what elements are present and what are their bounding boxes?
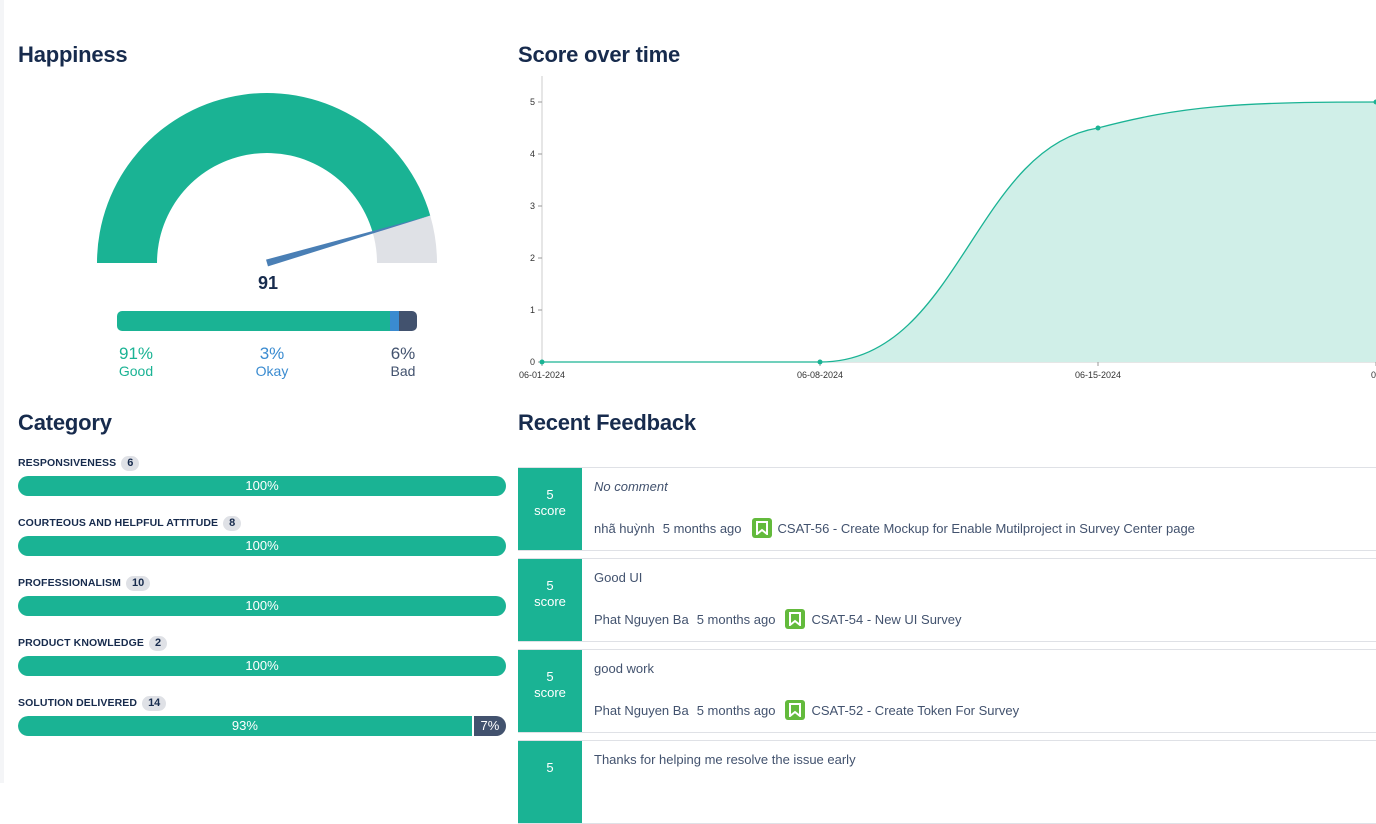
happiness-score: 91 — [228, 273, 308, 294]
y-tick-label: 1 — [530, 305, 535, 315]
y-tick-label: 3 — [530, 201, 535, 211]
x-tick-label: 06 — [1371, 370, 1376, 380]
feedback-issue-link[interactable]: CSAT-54 - New UI Survey — [811, 612, 961, 627]
category-name: SOLUTION DELIVERED — [18, 697, 137, 709]
feedback-score-box: 5 score — [518, 468, 582, 550]
category-solution-delivered: SOLUTION DELIVERED 14 93% 7% — [18, 694, 506, 736]
legend-good: 91% Good — [106, 344, 166, 379]
category-bar: 100% — [18, 476, 506, 496]
bad-segment — [399, 311, 417, 331]
score-area-fill — [542, 102, 1376, 362]
category-bad-segment: 7% — [472, 716, 506, 736]
feedback-score-box: 5 — [518, 741, 582, 823]
y-tick-label: 5 — [530, 97, 535, 107]
category-name: PROFESSIONALISM — [18, 577, 121, 589]
okay-label: Okay — [242, 363, 302, 379]
category-bar: 100% — [18, 536, 506, 556]
category-count-badge: 6 — [121, 456, 139, 471]
y-tick-label: 2 — [530, 253, 535, 263]
feedback-score-unit: score — [518, 685, 582, 701]
feedback-score: 5 — [518, 487, 582, 503]
category-count-badge: 10 — [126, 576, 150, 591]
feedback-item[interactable]: 5 Thanks for helping me resolve the issu… — [518, 740, 1376, 824]
score-point[interactable] — [1096, 126, 1101, 131]
left-border — [0, 0, 4, 783]
story-bookmark-icon — [785, 609, 805, 629]
recent-feedback-title: Recent Feedback — [518, 410, 696, 436]
category-good-segment: 100% — [18, 536, 506, 556]
feedback-user[interactable]: Phat Nguyen Ba — [594, 703, 689, 718]
okay-segment — [390, 311, 399, 331]
category-product-knowledge: PRODUCT KNOWLEDGE 2 100% — [18, 634, 506, 676]
category-name: COURTEOUS AND HELPFUL ATTITUDE — [18, 517, 218, 529]
category-bar: 93% 7% — [18, 716, 506, 736]
category-courteous: COURTEOUS AND HELPFUL ATTITUDE 8 100% — [18, 514, 506, 556]
legend-bad: 6% Bad — [373, 344, 433, 379]
feedback-issue-link[interactable]: CSAT-52 - Create Token For Survey — [811, 703, 1019, 718]
score-point[interactable] — [818, 360, 823, 365]
good-percent: 91% — [106, 344, 166, 363]
feedback-score: 5 — [518, 578, 582, 594]
category-title: Category — [18, 410, 112, 436]
feedback-score-box: 5 score — [518, 650, 582, 732]
feedback-item[interactable]: 5 score good work Phat Nguyen Ba 5 month… — [518, 649, 1376, 733]
x-tick-label: 06-08-2024 — [797, 370, 843, 380]
category-bar: 100% — [18, 596, 506, 616]
legend-okay: 3% Okay — [242, 344, 302, 379]
feedback-item[interactable]: 5 score Good UI Phat Nguyen Ba 5 months … — [518, 558, 1376, 642]
x-tick-label: 06-15-2024 — [1075, 370, 1121, 380]
feedback-score: 5 — [518, 669, 582, 685]
feedback-item[interactable]: 5 score No comment nhã huỳnh 5 months ag… — [518, 467, 1376, 551]
feedback-meta: Phat Nguyen Ba 5 months ago CSAT-54 - Ne… — [594, 609, 962, 629]
category-professionalism: PROFESSIONALISM 10 100% — [18, 574, 506, 616]
feedback-issue-link[interactable]: CSAT-56 - Create Mockup for Enable Mutil… — [778, 521, 1195, 536]
story-bookmark-icon — [785, 700, 805, 720]
category-responsiveness: RESPONSIVENESS 6 100% — [18, 454, 506, 496]
feedback-comment: Thanks for helping me resolve the issue … — [594, 752, 856, 767]
category-good-segment: 100% — [18, 476, 506, 496]
good-label: Good — [106, 363, 166, 379]
score-over-time-chart: 0 1 2 3 4 5 06-01-2024 06-08-2024 06-15-2024 06 — [518, 70, 1376, 385]
good-segment — [117, 311, 390, 331]
feedback-score: 5 — [518, 760, 582, 776]
category-good-segment: 100% — [18, 656, 506, 676]
x-tick-label: 06-01-2024 — [519, 370, 565, 380]
bad-percent: 6% — [373, 344, 433, 363]
bad-label: Bad — [373, 363, 433, 379]
feedback-time: 5 months ago — [697, 703, 776, 718]
y-tick-label: 0 — [530, 357, 535, 367]
feedback-score-unit: score — [518, 503, 582, 519]
category-name: RESPONSIVENESS — [18, 457, 116, 469]
category-count-badge: 2 — [149, 636, 167, 651]
category-good-segment: 100% — [18, 596, 506, 616]
category-good-segment: 93% — [18, 716, 472, 736]
story-bookmark-icon — [752, 518, 772, 538]
okay-percent: 3% — [242, 344, 302, 363]
feedback-score-unit: score — [518, 594, 582, 610]
feedback-comment: No comment — [594, 479, 668, 494]
feedback-score-box: 5 score — [518, 559, 582, 641]
feedback-comment: Good UI — [594, 570, 642, 585]
happiness-title: Happiness — [18, 42, 127, 68]
y-tick-label: 4 — [530, 149, 535, 159]
score-chart-title: Score over time — [518, 42, 680, 68]
feedback-meta: Phat Nguyen Ba 5 months ago CSAT-52 - Cr… — [594, 700, 1019, 720]
feedback-meta: nhã huỳnh 5 months ago CSAT-56 - Create … — [594, 518, 1195, 538]
happiness-gauge — [90, 86, 450, 271]
feedback-user[interactable]: Phat Nguyen Ba — [594, 612, 689, 627]
feedback-comment: good work — [594, 661, 654, 676]
feedback-time: 5 months ago — [663, 521, 742, 536]
category-count-badge: 14 — [142, 696, 166, 711]
feedback-user[interactable]: nhã huỳnh — [594, 521, 655, 536]
category-name: PRODUCT KNOWLEDGE — [18, 637, 144, 649]
category-count-badge: 8 — [223, 516, 241, 531]
happiness-breakdown-bar — [117, 311, 417, 331]
score-point[interactable] — [540, 360, 545, 365]
category-bar: 100% — [18, 656, 506, 676]
feedback-time: 5 months ago — [697, 612, 776, 627]
